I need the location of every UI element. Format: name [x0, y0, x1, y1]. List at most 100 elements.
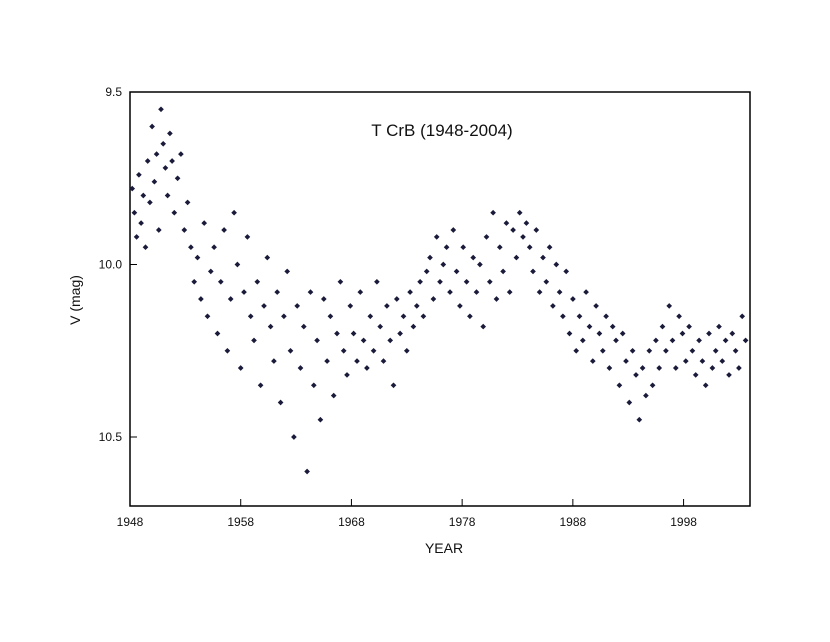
data-point	[639, 365, 646, 371]
data-point	[669, 337, 676, 344]
data-point	[423, 268, 430, 275]
data-point	[227, 296, 234, 302]
data-point	[194, 254, 201, 261]
data-point	[407, 289, 413, 295]
data-point	[702, 382, 709, 389]
plot-frame	[129, 91, 751, 507]
data-point	[261, 303, 267, 309]
data-point	[450, 227, 457, 233]
data-point	[560, 313, 566, 320]
data-point	[712, 347, 719, 354]
data-point	[483, 234, 490, 240]
data-point	[576, 313, 583, 320]
data-point	[377, 323, 384, 330]
data-point	[732, 347, 739, 354]
data-point	[457, 303, 463, 309]
data-point	[739, 313, 746, 320]
data-point	[453, 268, 460, 275]
data-point	[251, 337, 257, 344]
data-point	[271, 358, 277, 364]
data-point	[367, 313, 374, 320]
data-point	[659, 323, 666, 330]
data-point	[310, 382, 317, 389]
data-point	[149, 123, 155, 130]
data-point	[307, 289, 314, 295]
data-point	[536, 289, 543, 295]
data-point	[516, 209, 523, 216]
data-point	[716, 323, 722, 330]
data-point	[646, 347, 653, 354]
data-point	[374, 278, 380, 285]
data-point	[136, 171, 142, 178]
data-point	[360, 337, 367, 344]
data-point	[623, 358, 629, 364]
data-point	[719, 358, 726, 364]
data-point	[570, 296, 576, 302]
data-point	[257, 382, 264, 389]
data-point	[649, 382, 656, 389]
data-point	[393, 296, 400, 302]
data-point	[506, 289, 513, 295]
data-point	[550, 303, 556, 309]
data-point	[520, 234, 526, 240]
data-point	[530, 268, 536, 275]
data-point	[354, 358, 360, 364]
data-point	[599, 347, 606, 354]
data-point	[443, 244, 450, 251]
x-tick-label: 1978	[449, 515, 476, 529]
data-point	[267, 323, 274, 330]
data-point	[593, 303, 599, 309]
data-point	[254, 278, 261, 285]
data-point	[696, 337, 702, 344]
data-point	[217, 278, 224, 285]
data-point	[178, 151, 184, 157]
data-point	[653, 337, 659, 344]
data-point	[320, 296, 327, 302]
data-point	[420, 313, 427, 320]
data-point	[686, 323, 692, 330]
data-point	[131, 209, 138, 216]
x-axis-ticks: 1948 1958 1968 1978 1988 1998	[117, 499, 697, 529]
data-point	[679, 330, 686, 337]
data-point	[573, 347, 580, 354]
data-point	[629, 347, 636, 354]
data-point	[357, 289, 364, 295]
data-point	[334, 330, 340, 337]
data-point	[188, 244, 194, 251]
data-point	[330, 392, 337, 399]
data-point	[583, 289, 589, 295]
data-point	[692, 372, 699, 378]
data-point	[314, 337, 320, 344]
data-point	[689, 347, 696, 354]
data-point	[589, 358, 596, 364]
data-point	[364, 365, 370, 371]
data-point	[291, 434, 297, 440]
data-point	[155, 227, 162, 233]
data-point	[742, 337, 749, 344]
data-point	[347, 303, 354, 309]
data-point	[264, 254, 271, 261]
data-point	[247, 313, 254, 320]
data-point	[153, 151, 160, 157]
data-point	[682, 358, 689, 364]
data-point	[390, 382, 397, 389]
x-axis-label: YEAR	[425, 540, 463, 556]
data-point	[473, 289, 480, 295]
data-point	[277, 399, 284, 406]
data-point	[284, 268, 291, 275]
data-point	[211, 244, 217, 251]
x-tick-label: 1988	[560, 515, 587, 529]
data-point	[181, 227, 188, 233]
data-point	[546, 244, 553, 251]
y-tick-label: 10.0	[99, 258, 123, 272]
data-point	[387, 337, 394, 344]
y-axis-label: V (mag)	[67, 275, 83, 325]
data-point	[636, 416, 643, 423]
data-point	[663, 347, 669, 354]
y-axis-ticks: 9.5 10.0 10.5	[99, 85, 137, 444]
x-tick-label: 1948	[117, 515, 144, 529]
data-point	[603, 313, 609, 320]
data-point	[656, 365, 663, 371]
data-point	[167, 130, 173, 137]
